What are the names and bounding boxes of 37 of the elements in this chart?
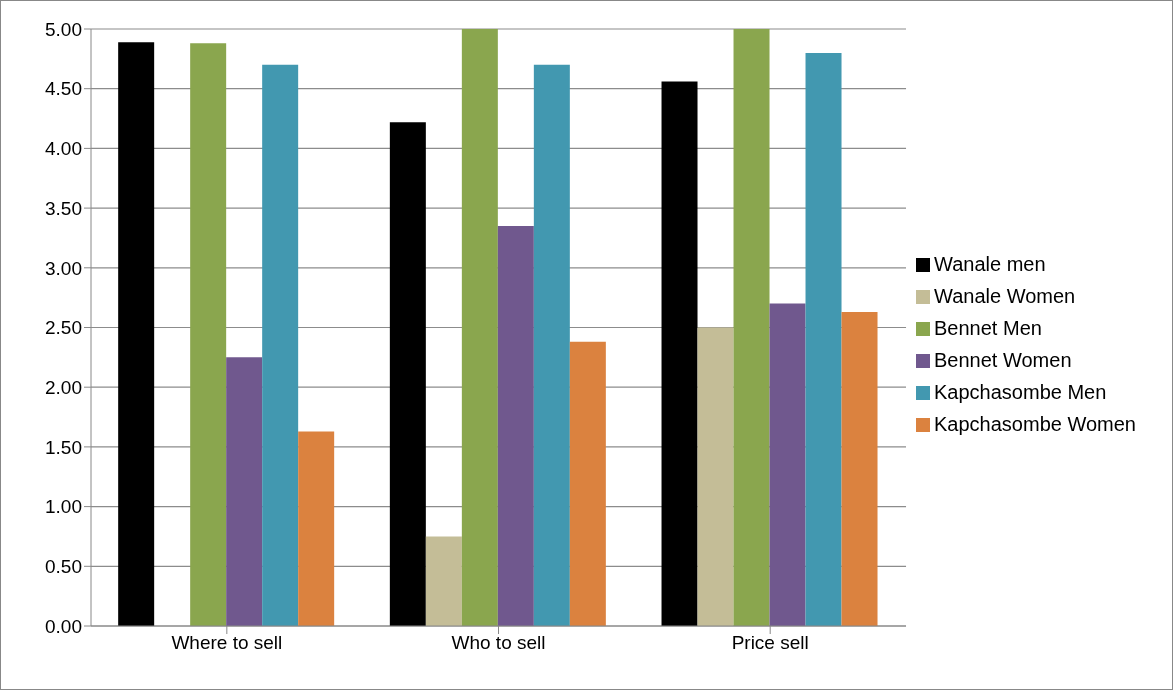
legend-label: Bennet Women — [934, 348, 1072, 371]
legend-label: Wanale men — [934, 252, 1046, 275]
bar — [661, 81, 698, 626]
bar — [497, 226, 534, 626]
y-tick-label: 1.00 — [45, 496, 82, 518]
y-tick-label: 4.50 — [45, 78, 82, 100]
bar — [533, 64, 570, 626]
bar — [697, 327, 734, 626]
bar — [805, 52, 842, 626]
x-tick-label: Price sell — [731, 632, 809, 654]
y-tick-label: 0.50 — [45, 556, 82, 578]
legend-label: Wanale Women — [934, 284, 1076, 307]
legend-label: Kapchasombe Men — [934, 380, 1107, 403]
y-tick-label: 4.00 — [45, 138, 82, 160]
x-tick-label: Who to sell — [451, 632, 546, 654]
y-tick-label: 2.00 — [45, 376, 82, 398]
bar — [425, 536, 462, 626]
legend-label: Kapchasombe Women — [934, 412, 1136, 435]
bar — [298, 431, 335, 626]
bar — [262, 64, 299, 626]
y-tick-label: 3.50 — [45, 197, 82, 219]
legend-label: Bennet Men — [934, 316, 1042, 339]
bar — [190, 43, 227, 626]
y-tick-label: 3.00 — [45, 257, 82, 279]
x-tick-label: Where to sell — [171, 632, 283, 654]
bar — [118, 42, 155, 626]
bar — [841, 311, 878, 626]
bar — [389, 122, 426, 626]
bar — [769, 303, 806, 626]
bar — [569, 341, 606, 626]
bar — [461, 29, 498, 626]
y-tick-label: 0.00 — [45, 615, 82, 637]
y-tick-label: 2.50 — [45, 317, 82, 339]
y-tick-label: 5.00 — [45, 18, 82, 40]
bar — [733, 29, 770, 626]
bar — [226, 357, 263, 626]
y-tick-label: 1.50 — [45, 436, 82, 458]
